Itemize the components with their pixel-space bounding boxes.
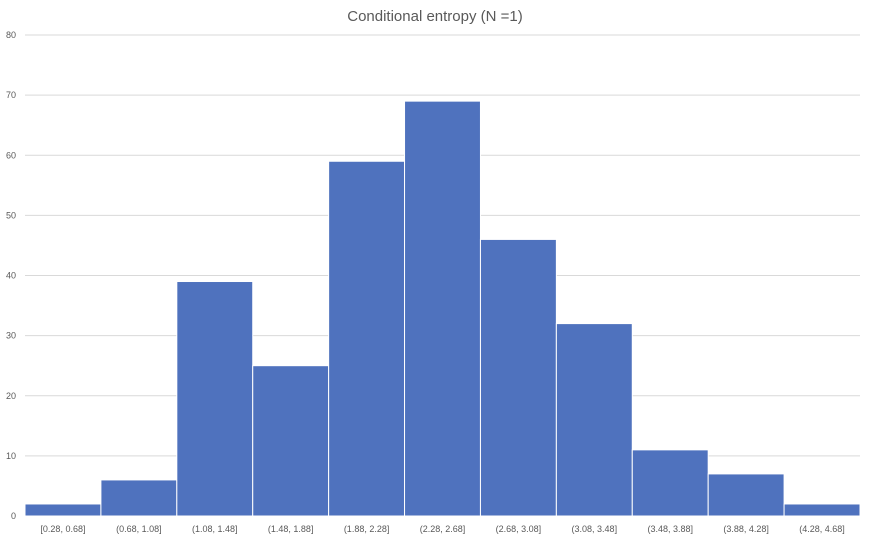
x-tick-label: (2.68, 3.08] — [496, 524, 542, 534]
chart-title: Conditional entropy (N =1) — [347, 8, 523, 25]
histogram-bar — [631, 449, 709, 517]
y-tick-label: 20 — [6, 391, 16, 401]
y-tick-label: 80 — [6, 30, 16, 40]
x-axis-ticks: [0.28, 0.68] (0.68, 1.08] (1.08, 1.48] (1.4… — [40, 524, 844, 534]
y-tick-label: 60 — [6, 150, 16, 160]
histogram-bar — [252, 365, 330, 517]
histogram-bar — [707, 473, 785, 517]
x-tick-label: (4.28, 4.68] — [799, 524, 845, 534]
x-tick-label: (3.48, 3.88] — [647, 524, 693, 534]
x-tick-label: (1.88, 2.28] — [344, 524, 390, 534]
histogram-bar — [176, 281, 254, 517]
y-tick-label: 40 — [6, 271, 16, 281]
x-tick-label: [0.28, 0.68] — [40, 524, 85, 534]
x-tick-label: (3.88, 4.28] — [723, 524, 769, 534]
y-tick-label: 0 — [11, 511, 16, 521]
histogram-bar — [479, 238, 557, 517]
y-tick-label: 50 — [6, 210, 16, 220]
x-tick-label: (3.08, 3.48] — [572, 524, 618, 534]
x-tick-label: (0.68, 1.08] — [116, 524, 162, 534]
histogram-bar — [555, 323, 633, 517]
x-tick-label: (1.48, 1.88] — [268, 524, 314, 534]
y-tick-label: 10 — [6, 451, 16, 461]
histogram-bar — [404, 100, 481, 517]
x-tick-label: (1.08, 1.48] — [192, 524, 238, 534]
histogram-bar — [100, 479, 178, 517]
histogram-bar — [783, 503, 861, 517]
y-axis-ticks: 0 10 20 30 40 50 60 70 80 — [6, 30, 16, 521]
histogram-bar — [328, 160, 406, 517]
x-tick-label: (2.28, 2.68] — [420, 524, 466, 534]
histogram-bar — [24, 503, 102, 517]
histogram-bars — [24, 100, 861, 517]
y-tick-label: 70 — [6, 90, 16, 100]
y-tick-label: 30 — [6, 331, 16, 341]
